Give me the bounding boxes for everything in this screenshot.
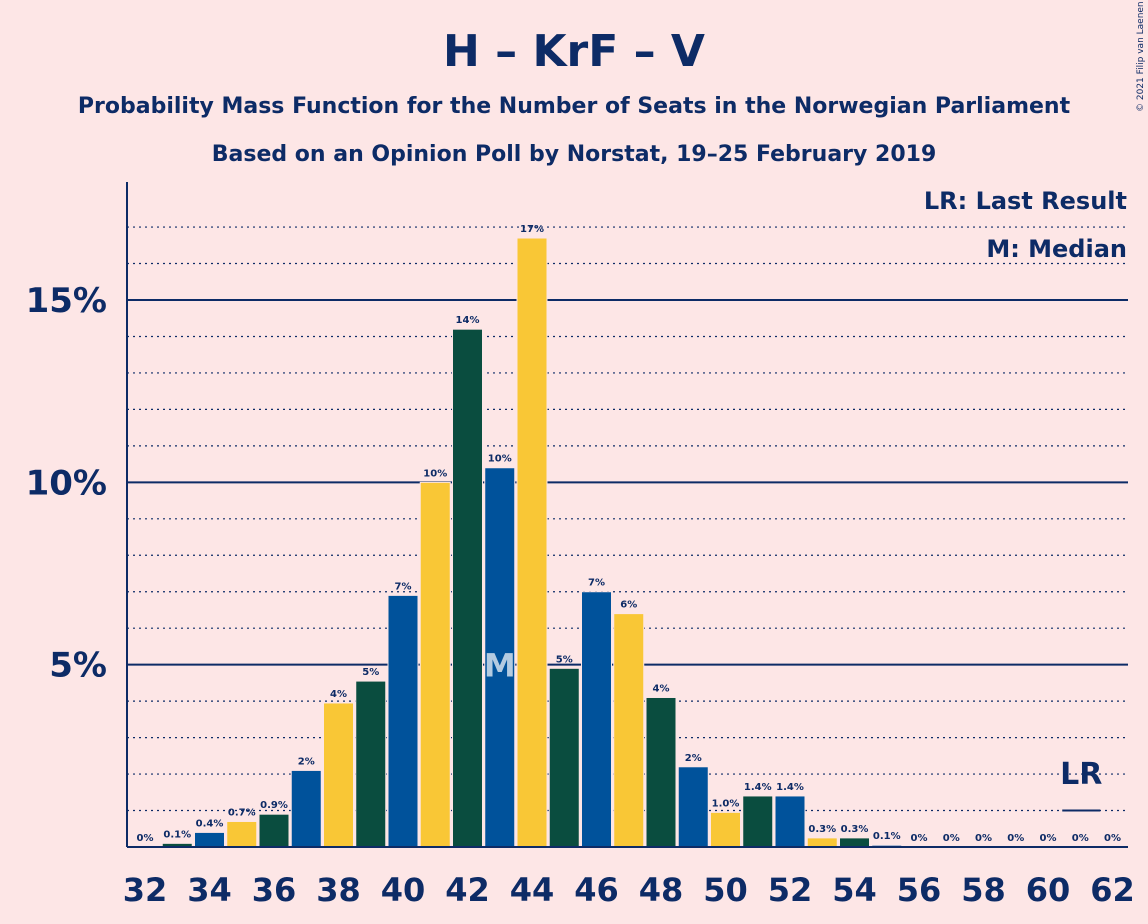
data-label-seat-51: 1.4% [744, 782, 772, 793]
x-tick-label: 42 [445, 871, 490, 909]
bar-seat-41 [419, 481, 451, 848]
bar-seat-39 [355, 680, 387, 848]
x-tick-label: 48 [639, 871, 684, 909]
bar-seat-36 [258, 813, 290, 848]
data-label-seat-50: 1.0% [712, 798, 740, 809]
x-tick-label: 40 [381, 871, 426, 909]
data-label-seat-49: 2% [685, 753, 702, 764]
data-label-seat-43: 10% [488, 454, 512, 465]
data-label-seat-59: 0% [1007, 833, 1024, 844]
bar-seat-52 [774, 795, 806, 848]
data-label-seat-56: 0% [911, 833, 928, 844]
bar-seat-49 [677, 766, 709, 848]
data-label-seat-38: 4% [330, 689, 347, 700]
x-tick-label: 56 [897, 871, 942, 909]
y-tick-label: 5% [49, 646, 107, 686]
data-label-seat-37: 2% [298, 756, 315, 767]
bar-seat-53 [806, 837, 838, 848]
data-label-seat-62: 0% [1104, 833, 1121, 844]
bar-seat-42 [452, 328, 483, 848]
bar-seat-40 [387, 594, 419, 848]
bar-seat-48 [645, 696, 677, 848]
data-label-seat-58: 0% [975, 833, 992, 844]
bar-seat-47 [613, 613, 645, 848]
data-label-seat-39: 5% [362, 667, 379, 678]
bar-seat-50 [710, 811, 741, 848]
legend-entry: LR: Last Result [924, 187, 1127, 215]
data-label-seat-34: 0.4% [196, 818, 224, 829]
copyright-text: © 2021 Filip van Laenen [1136, 1, 1146, 112]
data-label-seat-45: 5% [556, 654, 573, 665]
data-label-seat-46: 7% [588, 578, 605, 589]
x-tick-label: 46 [574, 871, 619, 909]
legend: LR: Last Result M: Median [924, 187, 1127, 263]
x-tick-label: 62 [1090, 871, 1135, 909]
data-label-seat-54: 0.3% [841, 824, 869, 835]
chart-subtitle: Probability Mass Function for the Number… [78, 94, 1071, 119]
bar-seat-46 [581, 591, 612, 848]
bar-seat-54 [839, 837, 870, 848]
x-tick-label: 44 [510, 871, 555, 909]
last-result-marker: LR [1060, 757, 1102, 792]
x-tick-label: 36 [252, 871, 297, 909]
bar-seat-51 [742, 795, 774, 848]
bar-seat-38 [323, 702, 354, 848]
bar-seat-44 [516, 237, 548, 848]
data-label-seat-33: 0.1% [163, 829, 191, 840]
x-tick-label: 54 [832, 871, 877, 909]
x-tick-label: 52 [768, 871, 813, 909]
data-label-seat-42: 14% [456, 315, 480, 326]
data-label-seat-57: 0% [943, 833, 960, 844]
legend-entry: M: Median [986, 235, 1127, 263]
data-labels: 0% 0.1% 0.4% 0.7% 0.9% 2% 4% 5% 7% 10% 14% 10% 17% 5%… [137, 224, 1121, 844]
data-label-seat-52: 1.4% [776, 782, 804, 793]
y-tick-label: 10% [26, 463, 107, 503]
x-tick-label: 32 [123, 871, 168, 909]
grid [127, 226, 1128, 812]
bar-seat-35 [226, 820, 258, 848]
bar-seat-37 [290, 769, 322, 848]
bar-seat-34 [194, 831, 225, 848]
data-label-seat-44: 17% [520, 224, 544, 235]
chart-subtitle-2: Based on an Opinion Poll by Norstat, 19–… [212, 142, 937, 167]
bars [161, 237, 903, 848]
data-label-seat-36: 0.9% [260, 800, 288, 811]
x-tick-label: 50 [703, 871, 748, 909]
data-label-seat-53: 0.3% [808, 824, 836, 835]
chart-title: H – KrF – V [443, 26, 705, 77]
x-tick-label: 38 [316, 871, 361, 909]
data-label-seat-60: 0% [1040, 833, 1057, 844]
data-label-seat-41: 10% [423, 468, 447, 479]
bar-seat-45 [548, 667, 580, 848]
data-label-seat-48: 4% [653, 683, 670, 694]
x-tick-label: 34 [187, 871, 232, 909]
median-marker: M [484, 647, 516, 685]
y-tick-label: 15% [26, 281, 107, 321]
data-label-seat-55: 0.1% [873, 831, 901, 842]
data-label-seat-61: 0% [1072, 833, 1089, 844]
data-label-seat-40: 7% [395, 581, 412, 592]
x-tick-label: 60 [1026, 871, 1071, 909]
data-label-seat-47: 6% [620, 600, 637, 611]
data-label-seat-32: 0% [137, 833, 154, 844]
axes: 5% 10% 15% 32 34 36 38 40 42 44 46 48 50 52 54 56 58 60 62 [26, 182, 1135, 909]
data-label-seat-35: 0.7% [228, 807, 256, 818]
x-tick-label: 58 [961, 871, 1006, 909]
